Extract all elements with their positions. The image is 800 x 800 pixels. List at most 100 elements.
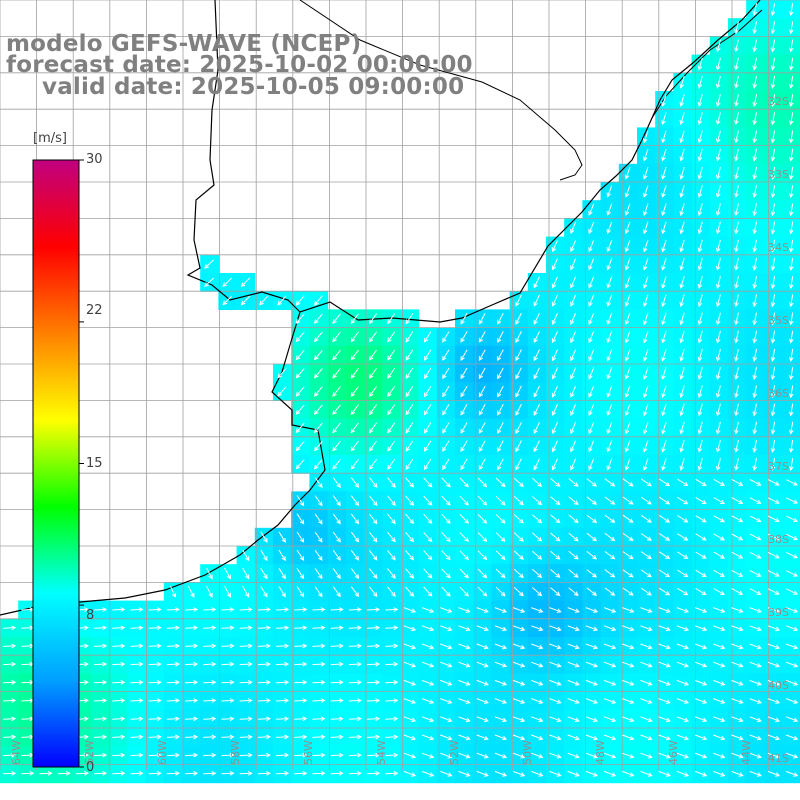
- wind-arrow: [752, 348, 758, 362]
- wind-arrow: [624, 440, 631, 453]
- wind-arrow: [585, 607, 599, 613]
- wind-arrow: [296, 513, 305, 525]
- lat-label: 41S: [768, 752, 789, 765]
- wind-arrow: [497, 440, 504, 453]
- lon-label: 56W: [302, 740, 315, 765]
- wind-arrow: [588, 294, 595, 307]
- lon-label: 44W: [740, 740, 753, 765]
- wind-arrow: [549, 661, 562, 668]
- wind-arrow: [278, 531, 286, 543]
- wind-arrow: [314, 531, 323, 543]
- wind-arrow: [643, 330, 649, 344]
- wind-arrow: [679, 385, 685, 399]
- wind-arrow: [785, 661, 799, 668]
- wind-arrow: [604, 551, 616, 560]
- wind-arrow: [314, 295, 323, 306]
- wind-arrow: [731, 716, 744, 723]
- wind-arrow: [221, 625, 235, 631]
- wind-arrow: [603, 698, 617, 704]
- wind-arrow: [458, 607, 471, 613]
- wind-arrow: [770, 94, 776, 108]
- title-forecast-date: forecast date: 2025-10-02 00:00:00: [6, 52, 473, 78]
- wind-arrow: [368, 367, 378, 379]
- wind-arrow: [421, 679, 435, 686]
- wind-arrow: [348, 625, 362, 631]
- wind-arrow: [588, 403, 595, 417]
- wind-arrow: [405, 458, 414, 470]
- wind-arrow: [786, 588, 799, 595]
- wind-arrow: [387, 495, 396, 507]
- wind-arrow: [112, 771, 126, 776]
- coastline-argentina: [0, 311, 326, 616]
- wind-arrow: [770, 330, 776, 344]
- wind-arrow: [421, 752, 435, 759]
- wind-arrow: [658, 607, 671, 613]
- wind-arrow: [405, 586, 415, 597]
- wind-arrow: [222, 277, 233, 288]
- wind-arrow: [570, 440, 577, 453]
- wind-arrow: [513, 496, 524, 506]
- wind-arrow: [405, 313, 414, 325]
- wind-arrow: [276, 771, 290, 776]
- wind-arrow: [512, 661, 526, 668]
- wind-arrow: [643, 258, 649, 271]
- wind-arrow: [585, 734, 599, 741]
- wind-arrow: [421, 607, 435, 613]
- wind-arrow: [734, 367, 739, 380]
- wind-arrow: [3, 771, 17, 776]
- wind-arrow: [257, 734, 271, 740]
- wind-arrow: [405, 440, 414, 452]
- wind-arrow: [531, 679, 544, 686]
- wind-arrow: [276, 698, 290, 703]
- wind-arrow: [221, 680, 235, 685]
- wind-arrow: [788, 439, 794, 453]
- wind-arrow: [788, 421, 794, 435]
- wind-arrow: [387, 531, 396, 543]
- wind-arrow: [348, 643, 362, 649]
- wind-arrow: [767, 752, 781, 759]
- wind-arrow: [369, 531, 378, 543]
- wind-arrow: [643, 167, 649, 180]
- wind-arrow: [385, 716, 399, 722]
- wind-arrow: [767, 607, 781, 613]
- wind-arrow: [478, 367, 486, 380]
- wind-arrow: [622, 607, 635, 613]
- wind-arrow: [260, 531, 268, 543]
- wind-arrow: [294, 661, 308, 667]
- wind-arrow: [368, 440, 378, 452]
- wind-arrow: [130, 698, 144, 703]
- wind-arrow: [788, 166, 794, 180]
- wind-arrow: [276, 752, 290, 758]
- wind-arrow: [551, 276, 559, 289]
- wind-arrow: [515, 294, 522, 307]
- wind-arrow: [314, 404, 323, 415]
- wind-arrow: [785, 698, 799, 704]
- wind-arrow: [532, 550, 543, 560]
- wind-arrow: [257, 716, 271, 722]
- wind-arrow: [570, 221, 577, 234]
- wind-arrow: [585, 698, 599, 704]
- wind-arrow: [259, 295, 269, 306]
- wind-arrow: [715, 39, 721, 53]
- wind-arrow: [221, 752, 235, 758]
- wind-arrow: [423, 440, 432, 452]
- wind-arrow: [767, 497, 780, 504]
- wind-arrow: [112, 661, 126, 667]
- wind-arrow: [497, 331, 504, 343]
- wind-arrow: [734, 458, 739, 471]
- wind-arrow: [606, 440, 613, 453]
- wind-arrow: [423, 422, 432, 434]
- wind-arrow: [622, 679, 635, 686]
- wind-arrow: [532, 514, 543, 524]
- wind-arrow: [550, 587, 561, 597]
- wind-arrow: [166, 716, 180, 722]
- wind-arrow: [624, 312, 631, 326]
- wind-arrow: [752, 185, 758, 199]
- wind-arrow: [441, 532, 451, 543]
- wind-arrow: [369, 477, 378, 488]
- wind-arrow: [94, 607, 108, 612]
- wind-arrow: [661, 421, 667, 435]
- wind-arrow: [658, 625, 671, 632]
- wind-arrow: [276, 734, 290, 740]
- wind-arrow: [330, 625, 344, 631]
